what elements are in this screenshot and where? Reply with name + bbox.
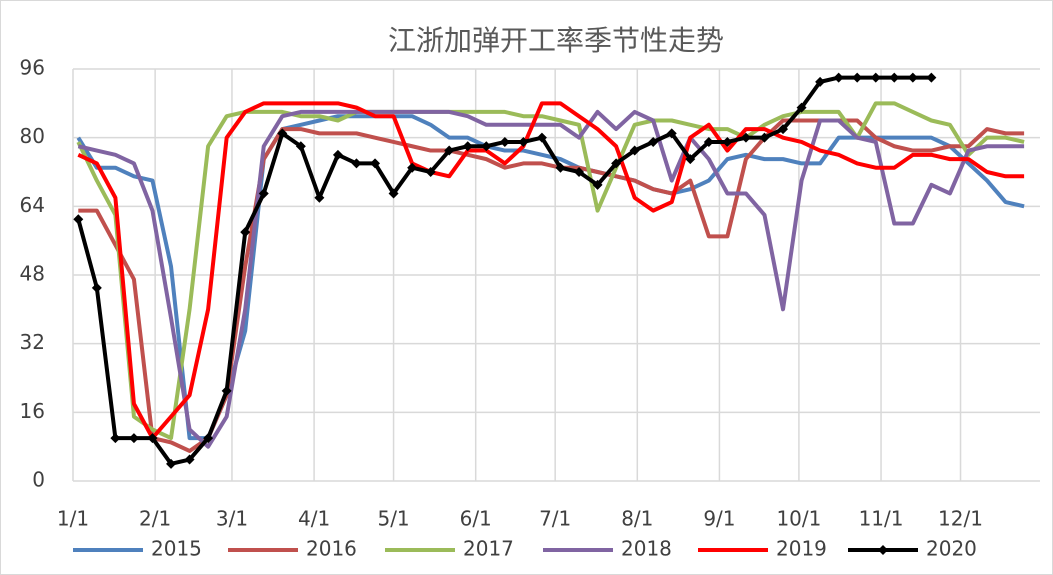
point-marker [91, 282, 102, 293]
legend-item: 2020 [848, 537, 977, 561]
point-marker [407, 162, 418, 173]
point-marker [370, 158, 381, 169]
x-tick-label: 7/1 [539, 507, 571, 531]
x-tick-label: 6/1 [460, 507, 492, 531]
x-tick-label: 2/1 [139, 507, 171, 531]
point-marker [740, 132, 751, 143]
x-tick-label: 11/1 [859, 507, 904, 531]
x-tick-label: 1/1 [57, 507, 89, 531]
legend-item: 2018 [543, 537, 672, 561]
point-marker [277, 128, 288, 139]
point-marker [870, 72, 881, 83]
point-marker [574, 167, 585, 177]
point-marker [462, 141, 473, 152]
point-marker [295, 141, 306, 152]
y-tick-label: 0 [32, 468, 45, 492]
x-tick-label: 10/1 [776, 507, 821, 531]
legend-label: 2019 [776, 537, 827, 561]
y-tick-label: 96 [20, 56, 45, 80]
point-marker [128, 433, 139, 444]
y-tick-label: 48 [20, 262, 45, 286]
point-marker [907, 72, 918, 83]
point-marker [648, 136, 659, 147]
x-tick-label: 12/1 [938, 507, 983, 531]
point-marker [778, 124, 789, 135]
point-marker [425, 167, 436, 177]
series-line [77, 109, 1025, 449]
point-marker [926, 72, 937, 83]
point-marker [351, 158, 362, 169]
point-marker [722, 136, 733, 147]
legend-item: 2017 [385, 537, 514, 561]
point-marker [499, 136, 510, 147]
point-marker [555, 162, 566, 173]
point-marker [258, 188, 269, 199]
point-marker [388, 188, 399, 199]
legend-item: 2015 [73, 537, 202, 561]
point-marker [592, 179, 603, 190]
y-tick-label: 80 [20, 124, 45, 148]
legend-label: 2016 [306, 537, 357, 561]
point-marker [536, 132, 547, 143]
point-marker [110, 433, 121, 444]
y-tick-label: 64 [20, 193, 45, 217]
series-line [78, 118, 1025, 453]
point-marker [147, 433, 158, 444]
legend-item: 2016 [228, 537, 357, 561]
y-tick-label: 16 [20, 399, 45, 423]
legend-label: 2015 [151, 537, 202, 561]
point-marker [444, 145, 455, 156]
x-tick-label: 4/1 [298, 507, 330, 531]
point-marker [703, 136, 714, 147]
legend-marker [878, 545, 888, 555]
point-marker [833, 72, 844, 83]
point-marker [629, 145, 640, 156]
x-tick-label: 8/1 [621, 507, 653, 531]
point-marker [166, 458, 177, 469]
legend-item: 2019 [698, 537, 827, 561]
x-tick-label: 5/1 [377, 507, 409, 531]
x-tick-label: 3/1 [216, 507, 248, 531]
point-marker [889, 72, 900, 83]
series-line [76, 101, 1025, 441]
point-marker [759, 132, 770, 143]
point-marker [73, 214, 84, 225]
point-marker [666, 128, 677, 139]
chart-title: 江浙加弹开工率季节性走势 [388, 24, 724, 57]
point-marker [481, 141, 492, 152]
point-marker [184, 454, 195, 465]
point-marker [518, 136, 529, 147]
point-marker [203, 433, 214, 444]
point-marker [815, 76, 826, 87]
point-marker [332, 149, 343, 160]
legend-label: 2020 [926, 537, 977, 561]
point-marker [240, 227, 251, 238]
point-marker [314, 192, 325, 203]
point-marker [852, 72, 863, 83]
series-line [77, 101, 1025, 441]
point-marker [611, 158, 622, 169]
x-tick-label: 9/1 [703, 507, 735, 531]
point-marker [796, 102, 807, 113]
point-marker [221, 385, 232, 396]
point-marker [685, 154, 696, 165]
y-tick-label: 32 [20, 330, 45, 354]
legend-label: 2018 [621, 537, 672, 561]
legend-label: 2017 [463, 537, 514, 561]
